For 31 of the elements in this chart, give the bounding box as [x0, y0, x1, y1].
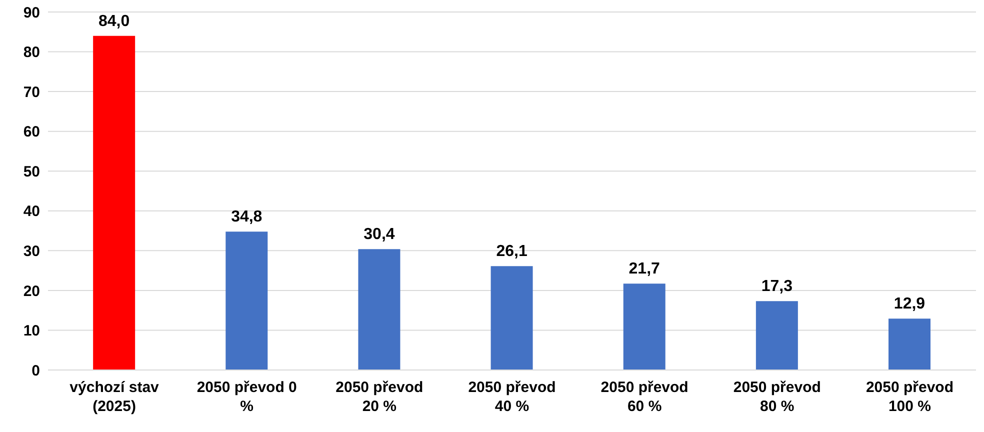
bar — [93, 36, 136, 370]
data-label: 26,1 — [496, 243, 528, 260]
x-tick-label: 2050 převod 40 % — [468, 379, 556, 415]
y-tick-label: 70 — [23, 84, 40, 101]
data-label: 30,4 — [364, 226, 395, 244]
bar — [226, 232, 268, 370]
bar — [358, 249, 400, 370]
y-tick-label: 40 — [23, 203, 40, 220]
y-tick-label: 90 — [23, 4, 40, 22]
y-tick-label: 30 — [23, 242, 40, 260]
data-label: 12,9 — [894, 296, 926, 313]
bar — [756, 301, 798, 370]
bar — [490, 266, 533, 370]
x-tick-label: 2050 převod 80 % — [733, 379, 821, 415]
y-tick-label: 0 — [32, 362, 40, 380]
data-label: 34,8 — [231, 208, 262, 226]
y-tick-label: 20 — [23, 282, 40, 300]
y-tick-label: 60 — [23, 124, 40, 141]
y-tick-label: 50 — [23, 163, 40, 180]
bar — [623, 284, 666, 370]
x-tick-label: 2050 převod 60 % — [600, 379, 688, 415]
data-label: 17,3 — [761, 278, 793, 296]
bar — [888, 318, 931, 370]
x-tick-label: 2050 převod 100 % — [866, 379, 954, 415]
x-tick-label: výchozí stav (2025) — [70, 379, 160, 415]
y-tick-label: 10 — [23, 322, 40, 340]
data-label: 21,7 — [628, 260, 660, 278]
x-tick-label: 2050 převod 0 % — [196, 379, 297, 415]
x-tick-label: 2050 převod 20 % — [336, 379, 424, 415]
y-tick-label: 80 — [23, 44, 40, 62]
data-label: 84,0 — [98, 12, 130, 30]
